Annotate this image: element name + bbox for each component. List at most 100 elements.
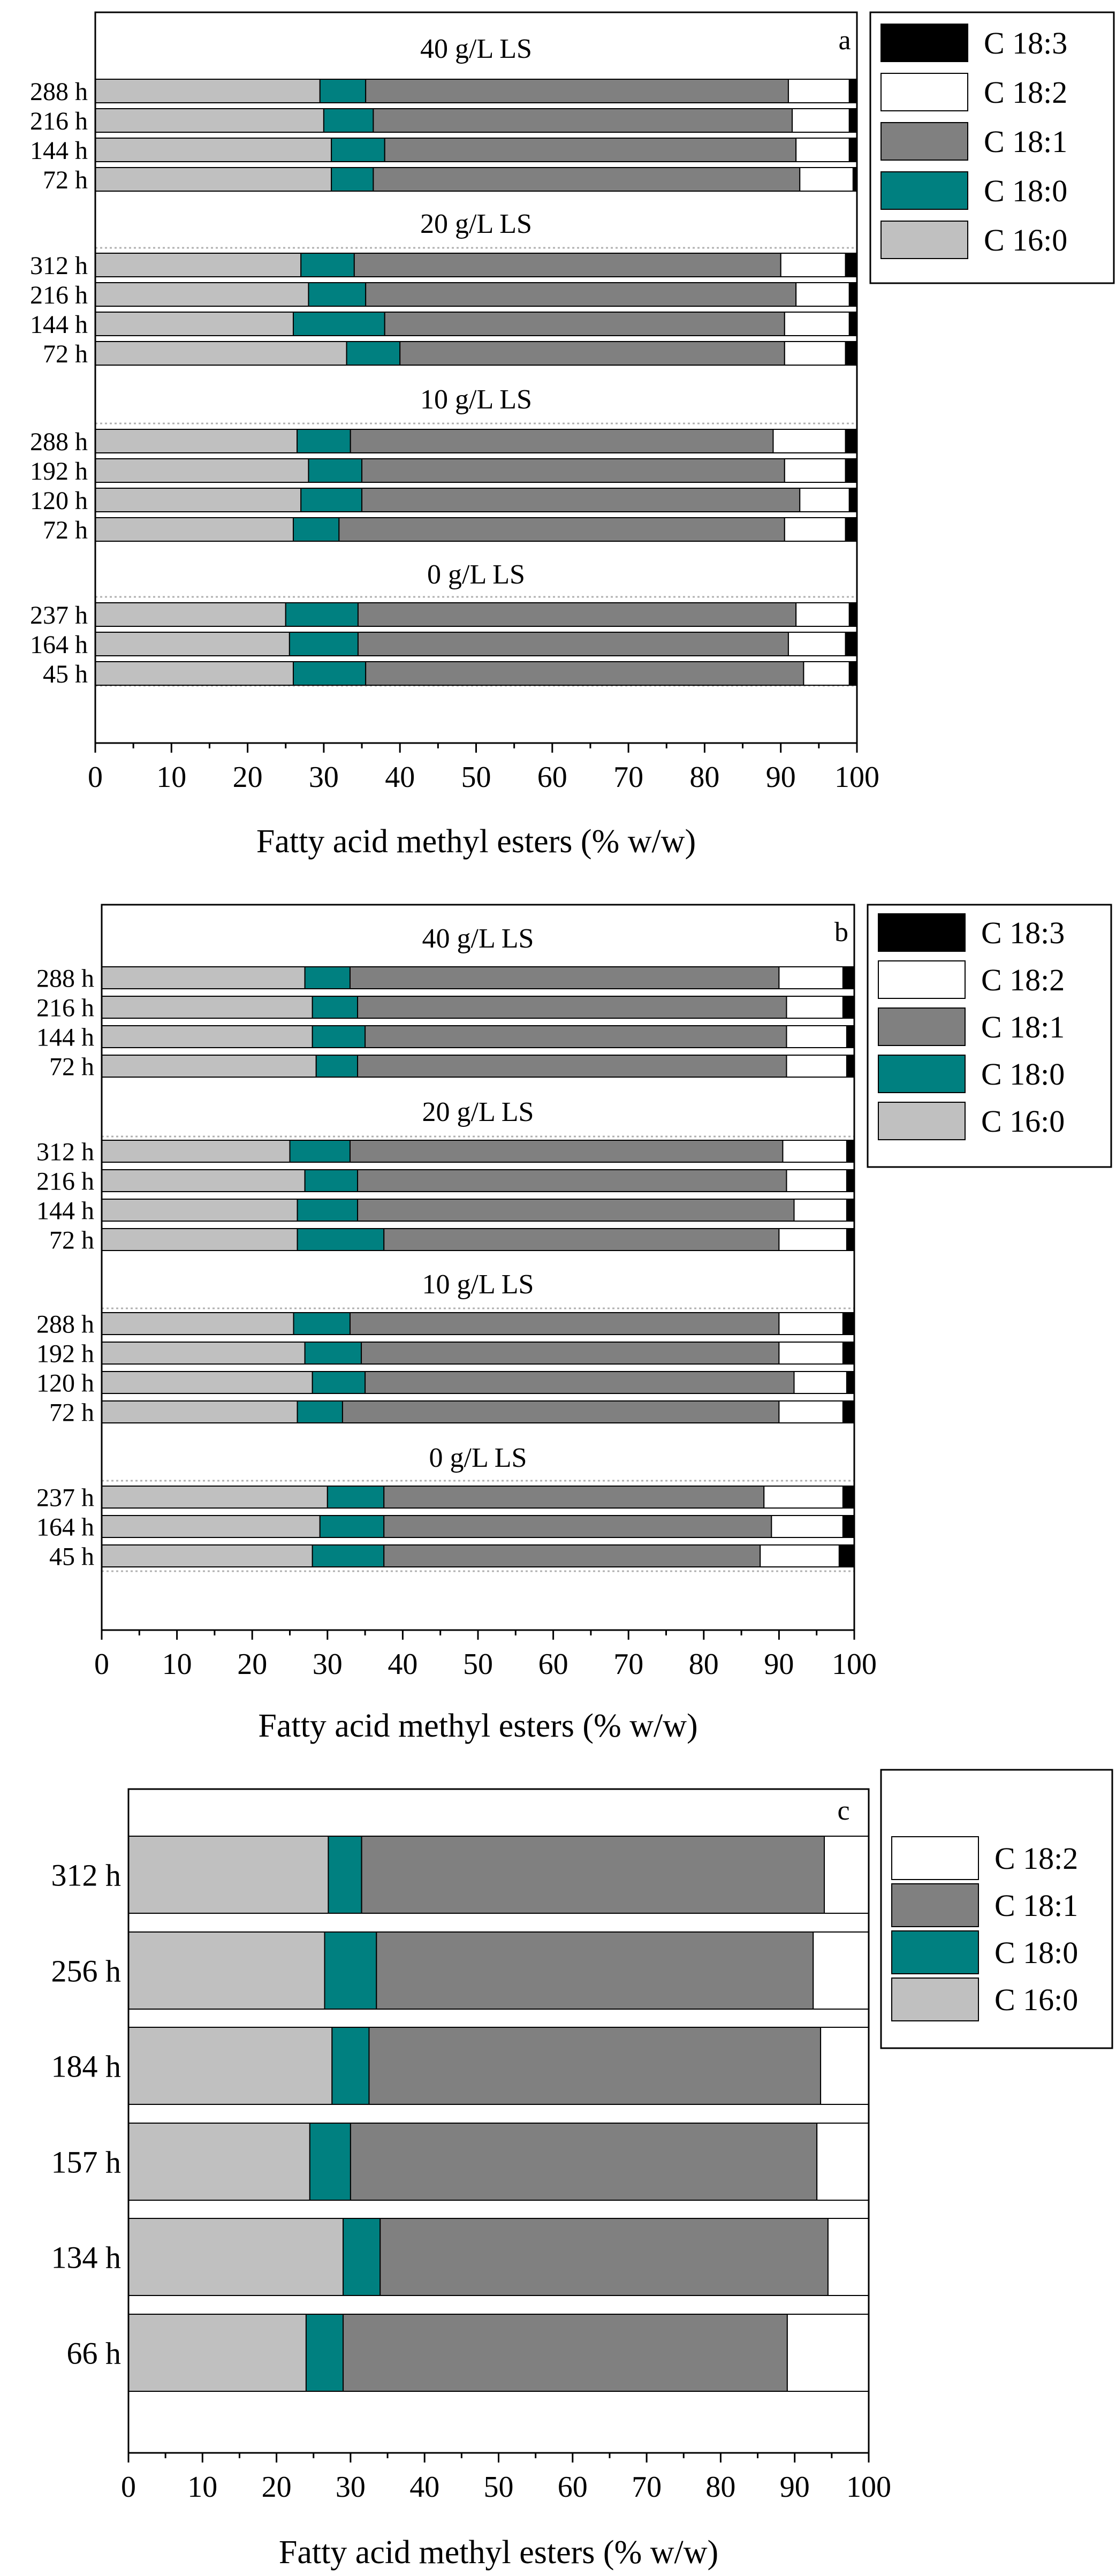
bar-segment [787, 79, 850, 103]
x-tick-label: 20 [237, 1648, 267, 1681]
bar-label: 120 h [30, 487, 88, 515]
bar-label: 72 h [43, 340, 88, 368]
legend-swatch [891, 1930, 979, 1974]
bar-segment [319, 79, 367, 103]
x-tick-label: 60 [537, 761, 567, 794]
bar-segment [101, 1515, 321, 1538]
bar-segment [361, 488, 801, 512]
bar-segment [376, 1931, 814, 2010]
bar-segment [384, 312, 785, 336]
legend-label: C 16:0 [984, 223, 1067, 257]
bar-segment [101, 1312, 294, 1335]
bar-segment [383, 1515, 772, 1538]
bar-segment [845, 253, 858, 277]
bar-segment [101, 1055, 317, 1078]
bar-segment [101, 996, 313, 1019]
bar-label: 216 h [30, 281, 88, 309]
bar-segment [289, 1140, 351, 1163]
bar-label: 164 h [36, 1513, 94, 1541]
bar-segment [784, 458, 846, 483]
bar-segment [838, 1544, 855, 1567]
bar-segment [95, 488, 302, 512]
bar-segment [128, 2314, 307, 2392]
legend-swatch [878, 1102, 966, 1140]
bar-segment [845, 458, 858, 483]
x-tick-label: 50 [463, 1648, 493, 1681]
bar-label: 72 h [43, 516, 88, 544]
x-tick-label: 50 [484, 2471, 514, 2504]
bar-segment [365, 661, 804, 686]
bar-segment [848, 661, 858, 686]
bar-segment [128, 2123, 310, 2201]
bar-segment [101, 1544, 313, 1567]
bar-segment [95, 602, 286, 627]
bar-segment [824, 1836, 870, 1914]
x-tick-label: 40 [409, 2471, 439, 2504]
panel-letter: b [834, 917, 848, 948]
bar-segment [292, 312, 385, 336]
bar-segment [292, 661, 367, 686]
x-tick-label: 100 [832, 1648, 877, 1681]
bar-segment [379, 2218, 829, 2296]
bar-segment [845, 632, 858, 656]
bar-segment [308, 458, 363, 483]
bar-segment [95, 517, 294, 542]
bar-label: 144 h [36, 1023, 94, 1051]
bar-segment [349, 1140, 784, 1163]
x-tick-label: 80 [689, 1648, 719, 1681]
bar-segment [304, 1342, 362, 1365]
x-tick-label: 30 [313, 1648, 343, 1681]
bar-segment [786, 1055, 847, 1078]
bar-segment [795, 138, 850, 162]
bar-segment [799, 167, 854, 192]
bar-segment [95, 79, 321, 103]
bar-segment [350, 2123, 818, 2201]
bar-segment [101, 966, 306, 989]
bar-segment [304, 1169, 359, 1192]
group-title: 0 g/L LS [427, 559, 525, 590]
bar-label: 192 h [36, 1339, 94, 1368]
x-tick-label: 0 [88, 761, 103, 794]
x-axis-label: Fatty acid methyl esters (% w/w) [258, 1708, 697, 1744]
bar-segment [793, 1371, 847, 1394]
legend-swatch [878, 1007, 966, 1046]
bar-segment [848, 602, 858, 627]
x-tick-label: 90 [764, 1648, 794, 1681]
legend-label: C 18:1 [984, 124, 1067, 159]
bar-segment [343, 2314, 788, 2392]
x-tick-label: 70 [613, 761, 643, 794]
bar-segment [787, 632, 846, 656]
bar-segment [312, 996, 359, 1019]
legend-swatch [880, 221, 968, 259]
bar-segment [778, 1228, 847, 1251]
bar-label: 216 h [36, 994, 94, 1022]
legend-label: C 18:3 [984, 26, 1067, 60]
bar-segment [842, 996, 855, 1019]
bar-segment [373, 167, 801, 192]
bar-label: 256 h [51, 1953, 122, 1988]
bar-segment [353, 253, 781, 277]
bar-segment [289, 632, 359, 656]
bar-segment [365, 79, 789, 103]
bar-segment [128, 2027, 333, 2105]
bar-segment [786, 2314, 869, 2392]
bar-segment [383, 1228, 780, 1251]
bar-segment [820, 2027, 869, 2105]
bar-segment [327, 1486, 385, 1509]
legend-label: C 18:3 [981, 915, 1065, 950]
bar-segment [101, 1169, 306, 1192]
legend-label: C 18:0 [994, 1935, 1078, 1970]
bar-segment [292, 517, 340, 542]
bar-segment [361, 1342, 780, 1365]
legend-label: C 18:1 [994, 1888, 1078, 1923]
bar-segment [328, 1836, 362, 1914]
bar-segment [842, 1400, 855, 1423]
bar-label: 288 h [30, 78, 88, 106]
x-tick-label: 60 [558, 2471, 588, 2504]
panel-c: 312 h 256 h 184 h 157 h 134 h 66 h 0 10 20 30 40 50… [51, 1769, 1113, 2571]
legend-label: C 18:2 [994, 1841, 1078, 1876]
legend-swatch [880, 24, 968, 62]
bar-segment [786, 996, 844, 1019]
bar-segment [846, 1055, 855, 1078]
